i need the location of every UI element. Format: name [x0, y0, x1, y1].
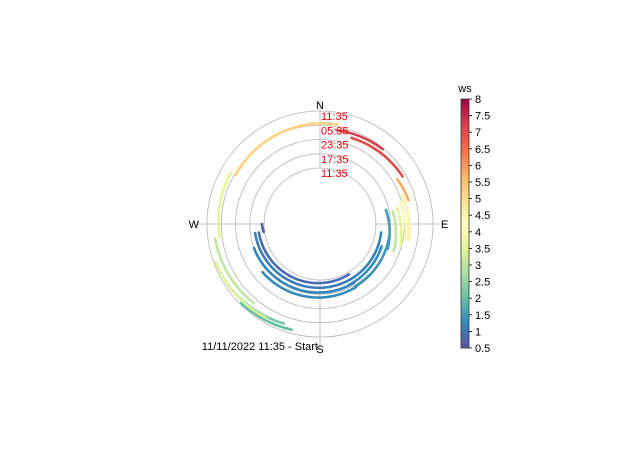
trajectory-segment	[257, 231, 351, 285]
trajectory-segment	[214, 260, 268, 320]
trajectory-segment	[350, 231, 383, 280]
trajectory-segments	[213, 122, 411, 332]
colorbar-tick-label: 2	[475, 293, 481, 305]
trajectory-segment	[234, 122, 339, 177]
colorbar-tick-label: 6	[475, 160, 481, 172]
trajectory-segment	[213, 237, 256, 305]
trajectory-segment	[384, 208, 392, 250]
colorbar-tick-label: 5	[475, 194, 481, 206]
colorbar-tick-label: 5.5	[475, 177, 490, 189]
colorbar-tick-label: 7.5	[475, 111, 490, 123]
colorbar-tick-label: 7	[475, 127, 481, 139]
start-label: 11/11/2022 11:35 - Start	[202, 341, 318, 353]
colorbar-ticks: 0.5 1 1.5 2 2.5 3 3.5 4 4.5 5 5.5 6 6.5 7 7.5 8	[469, 94, 490, 355]
colorbar-tick-label: 3	[475, 260, 481, 272]
ring-time-label: 11:35	[321, 168, 348, 180]
colorbar-tick-label: 1	[475, 326, 481, 338]
trajectory-segment	[391, 209, 398, 253]
colorbar: ws 0.5 1 1.5 2 2.5 3 3.5 4 4.5 5 5.5 6 6.5 7 7.5 8	[457, 83, 490, 355]
colorbar-tick-label: 3.5	[475, 243, 490, 255]
trajectory-segment	[217, 171, 233, 240]
trajectory-segment	[261, 270, 358, 299]
colorbar-tick-label: 4	[475, 227, 481, 239]
trajectory-segment	[395, 178, 410, 202]
direction-label-west: W	[189, 219, 200, 231]
ring-time-label: 23:35	[321, 140, 349, 152]
trajectory-segment	[239, 301, 293, 332]
colorbar-title: ws	[457, 83, 472, 95]
polar-grid	[195, 99, 445, 349]
direction-label-east: E	[441, 219, 448, 231]
colorbar-tick-label: 6.5	[475, 144, 490, 156]
trajectory-segment	[253, 231, 353, 290]
direction-label-north: N	[316, 100, 324, 112]
trajectory-segment	[350, 136, 404, 178]
trajectory-segment	[234, 293, 286, 325]
chart-labels: N E S W 11:35 05:35 23:35 17:35 11:35 11…	[189, 100, 449, 356]
colorbar-tick-label: 0.5	[475, 343, 490, 355]
direction-label-south: S	[316, 344, 323, 356]
trajectory-segment	[354, 234, 391, 288]
trajectory-segment	[395, 206, 403, 247]
ring-time-label: 05:35	[321, 125, 349, 137]
colorbar-tick-label: 4.5	[475, 210, 490, 222]
colorbar-tick-label: 2.5	[475, 277, 490, 289]
trajectory-segment	[252, 246, 356, 294]
colorbar-tick-label: 8	[475, 94, 481, 106]
trajectory-segment	[335, 128, 385, 151]
ring-time-label: 11:35	[321, 111, 348, 123]
grid-ring	[263, 167, 377, 281]
trajectory-segment	[400, 192, 411, 241]
colorbar-tick-label: 1.5	[475, 310, 490, 322]
trajectory-segment	[260, 222, 265, 234]
trajectory-segment	[347, 245, 383, 287]
trajectory-segment	[399, 201, 408, 241]
colorbar-gradient	[460, 98, 470, 349]
ring-time-label: 17:35	[321, 154, 349, 166]
